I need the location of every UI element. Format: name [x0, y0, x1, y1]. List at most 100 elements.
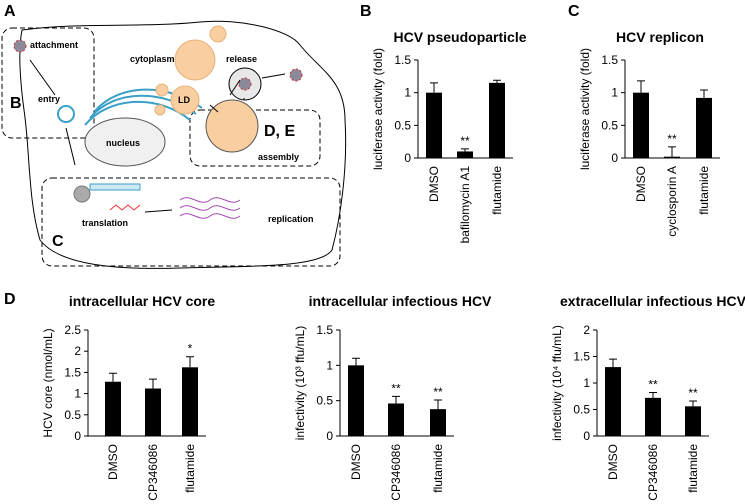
y-tick-label: 1.5 [601, 53, 618, 67]
error-bar [461, 148, 469, 152]
error-bar [493, 79, 501, 83]
box-label: B [10, 95, 22, 112]
diagram-label: translation [82, 218, 128, 228]
bar [105, 381, 121, 436]
diagram-label: assembly [258, 152, 299, 162]
bar [145, 388, 161, 436]
y-tick-label: 0.5 [601, 118, 618, 132]
dashed-box [1, 27, 95, 139]
y-tick-label: 1.5 [64, 365, 81, 379]
y-tick-label: 1.5 [316, 323, 333, 337]
error-bar [689, 400, 697, 407]
x-tick-label: DMSO [606, 444, 620, 480]
x-tick-label: flutamide [490, 166, 504, 215]
chart-title: intracellular infectious HCV [309, 293, 492, 309]
y-tick-label: 0 [583, 429, 590, 443]
y-tick-label: 0 [404, 151, 411, 165]
error-bar [637, 80, 645, 93]
ribosome [73, 185, 91, 203]
y-tick-label: 0 [326, 429, 333, 443]
chart-title: HCV replicon [616, 29, 704, 45]
error-bar [668, 146, 676, 157]
diagram-labels: attachment entry cytoplasm LD release nu… [10, 40, 314, 250]
y-tick-label: 2 [583, 323, 590, 337]
diagram-label: cytoplasm [130, 54, 175, 64]
significance-label: ** [391, 381, 401, 395]
y-tick-label: 1 [326, 358, 333, 372]
y-tick-label: 1.5 [394, 53, 411, 67]
panel-label: B [360, 3, 372, 20]
panel-label: C [568, 3, 580, 20]
y-tick-label: 0 [611, 151, 618, 165]
box-label: C [52, 233, 64, 250]
diagram-label: entry [38, 94, 60, 104]
x-tick-label: flutamide [697, 166, 711, 215]
lipid-droplet [174, 39, 216, 81]
error-bar [392, 395, 400, 404]
x-tick-label: DMSO [106, 444, 120, 480]
y-axis-label: infectivity (10³ ffu/mL) [293, 326, 307, 440]
diagram-label: attachment [30, 40, 78, 50]
polyprotein [89, 183, 141, 191]
panel-label: A [4, 3, 16, 20]
y-axis-label: luciferase activity (fold) [371, 48, 385, 170]
x-tick-label: bafilomycin A1 [458, 166, 472, 244]
x-tick-label: DMSO [634, 166, 648, 202]
y-axis-label: infectivity (10⁴ ffu/mL) [550, 325, 564, 441]
virion [238, 77, 252, 91]
bar [426, 92, 442, 158]
y-tick-label: 1 [611, 86, 618, 100]
bar [685, 406, 701, 436]
significance-label: ** [648, 378, 658, 392]
bar [664, 156, 680, 158]
cell-diagram [1, 20, 347, 269]
error-bar [352, 357, 360, 366]
significance-label: ** [433, 385, 443, 399]
x-tick-label: CP346086 [389, 444, 403, 501]
y-axis-label: luciferase activity (fold) [578, 48, 592, 170]
significance-label: ** [460, 134, 470, 148]
error-bar [649, 392, 657, 398]
y-tick-label: 1 [74, 387, 81, 401]
bar [348, 365, 364, 436]
diagram-label: nucleus [106, 138, 140, 148]
endosome [57, 105, 75, 123]
y-tick-label: 0.5 [394, 118, 411, 132]
virion [289, 68, 303, 82]
dashed-box [41, 177, 341, 267]
x-tick-label: CP346086 [146, 444, 160, 501]
y-tick-label: 0.5 [64, 408, 81, 422]
error-bar [430, 82, 438, 93]
y-tick-label: 1 [404, 86, 411, 100]
x-tick-label: DMSO [349, 444, 363, 480]
arrow [29, 59, 286, 213]
chart-title: extracellular infectious HCV [560, 293, 745, 309]
significance-label: ** [667, 132, 677, 146]
bar [489, 82, 505, 158]
diagram-label: LD [178, 95, 190, 105]
bar [430, 409, 446, 436]
diagram-label: replication [268, 214, 314, 224]
x-tick-label: flutamide [183, 444, 197, 493]
y-tick-label: 0 [74, 429, 81, 443]
bar [696, 97, 712, 158]
error-bar [149, 378, 157, 389]
bar [388, 403, 404, 436]
box-label: D, E [264, 123, 295, 140]
virion [13, 39, 27, 53]
dashed-box [189, 109, 321, 167]
rna [179, 197, 241, 219]
lipid-droplet [209, 25, 227, 43]
bar [182, 367, 198, 436]
error-bar [434, 399, 442, 410]
x-tick-label: flutamide [431, 444, 445, 493]
error-bar [609, 358, 617, 368]
y-tick-label: 0.5 [316, 394, 333, 408]
y-tick-label: 0.5 [573, 403, 590, 417]
y-tick-label: 2.5 [64, 323, 81, 337]
error-bar [109, 372, 117, 382]
bar [605, 367, 621, 436]
cell-membrane [19, 20, 347, 269]
bar [633, 92, 649, 158]
